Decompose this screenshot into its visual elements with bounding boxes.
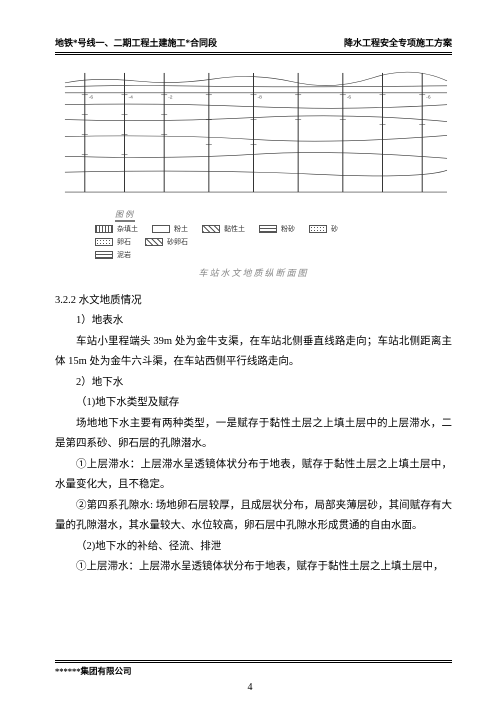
legend-label: 泥岩 xyxy=(117,250,131,260)
figure-caption: 车站水文地质纵断面图 xyxy=(55,266,452,279)
svg-text:-6: -6 xyxy=(426,95,431,101)
subheading: 1）地表水 xyxy=(55,311,452,331)
header-rule xyxy=(55,52,452,55)
heading-3: 3.2.2 水文地质情况 xyxy=(55,291,452,311)
paragraph: ①上层滞水：上层滞水呈透镜体状分布于地表，赋存于黏性土层之上填土层中，水量变化大… xyxy=(55,455,452,496)
legend-label: 黏性土 xyxy=(224,224,245,234)
legend-label: 粉砂 xyxy=(281,224,295,234)
svg-text:-4: -4 xyxy=(128,95,133,101)
svg-text:-6: -6 xyxy=(89,95,94,101)
paragraph: ②第四系孔隙水: 场地卵石层较厚，且成层状分布，局部夹薄层砂，其间赋存有大量的孔… xyxy=(55,496,452,537)
header-right: 降水工程安全专项施工方案 xyxy=(344,36,452,49)
svg-text:-8: -8 xyxy=(257,95,262,101)
page-number: 4 xyxy=(0,682,500,693)
body-text: 3.2.2 水文地质情况 1）地表水 车站小里程端头 39m 处为金牛支渠，在车… xyxy=(55,291,452,578)
legend-label: 砂 xyxy=(331,224,338,234)
legend-label: 杂填土 xyxy=(117,224,138,234)
footer-rule xyxy=(55,660,452,663)
legend-label: 卵石 xyxy=(117,237,131,247)
page-header: 地铁*号线一、二期工程土建施工*合同段 降水工程安全专项施工方案 xyxy=(55,36,452,52)
subheading: （2)地下水的补给、径流、排泄 xyxy=(55,537,452,557)
subheading: 2）地下水 xyxy=(55,373,452,393)
legend-label: 粉土 xyxy=(174,224,188,234)
paragraph: 场地地下水主要有两种类型，一是赋存于黏性土层之上填土层中的上层滞水，二是第四系砂… xyxy=(55,414,452,455)
header-left: 地铁*号线一、二期工程土建施工*合同段 xyxy=(55,36,217,49)
legend: 杂填土 粉土 黏性土 粉砂 砂 卵石 砂卵石 泥岩 xyxy=(95,224,452,260)
svg-text:-6: -6 xyxy=(347,95,352,101)
svg-text:-2: -2 xyxy=(168,95,173,101)
legend-title: 图例 xyxy=(115,209,135,222)
paragraph: ①上层滞水：上层滞水呈透镜体状分布于地表，赋存于黏性土层之上填土层中， xyxy=(55,557,452,577)
subheading: （1)地下水类型及赋存 xyxy=(55,393,452,413)
geological-section-figure: -6 -4 -2 -8 -6 -6 图例 杂填土 粉土 黏性土 粉砂 砂 卵石 … xyxy=(55,65,452,279)
paragraph: 车站小里程端头 39m 处为金牛支渠，在车站北侧垂直线路走向；车站北侧距离主体 … xyxy=(55,332,452,373)
section-svg: -6 -4 -2 -8 -6 -6 xyxy=(55,65,452,204)
footer-left: ******集团有限公司 xyxy=(55,665,132,677)
legend-label: 砂卵石 xyxy=(167,237,188,247)
